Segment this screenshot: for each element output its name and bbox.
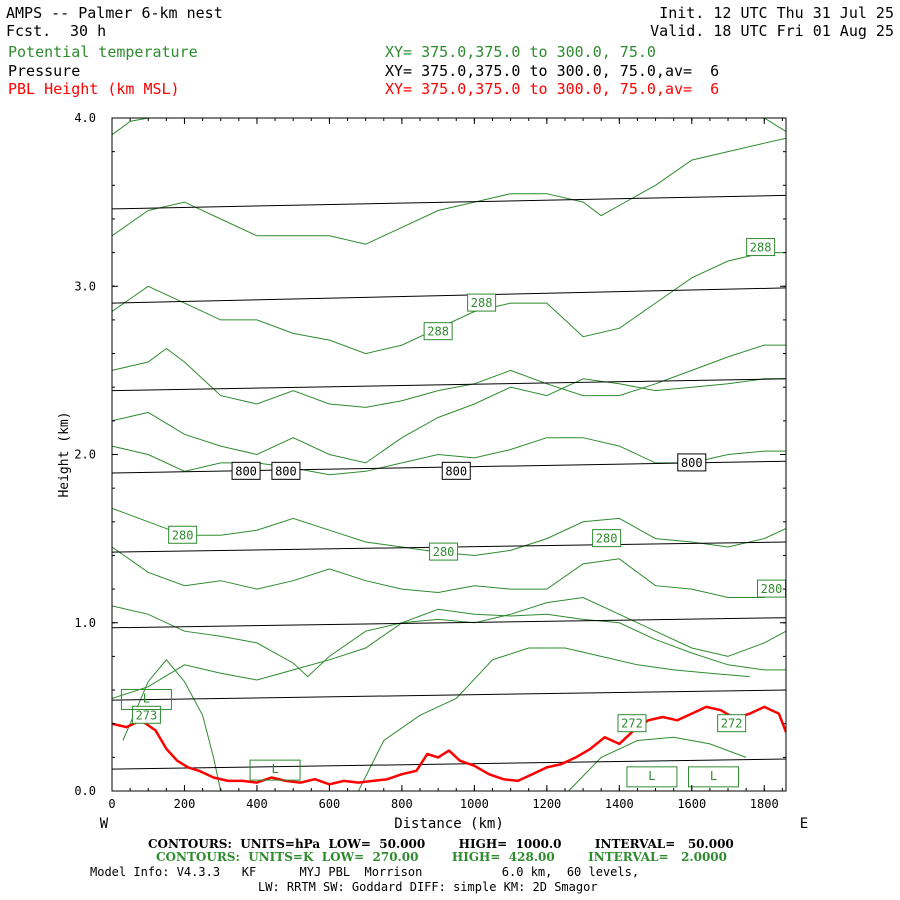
x-tick-label-0: 0 bbox=[108, 797, 115, 811]
theta-label-3-box bbox=[168, 525, 198, 544]
pressure-contour-info: CONTOURS: UNITS=hPa LOW= 50.000 HIGH= 10… bbox=[148, 837, 734, 851]
theta-label-7-box bbox=[617, 714, 647, 733]
y-tick-label-2: 2.0 bbox=[74, 448, 96, 462]
init-time: Init. 12 UTC Thu 31 Jul 25 bbox=[659, 4, 894, 22]
theta-low-contour-1 bbox=[357, 647, 750, 791]
theta-contour-1 bbox=[112, 596, 786, 678]
theta-contour-info: CONTOURS: UNITS=K LOW= 270.00 HIGH= 428.… bbox=[156, 850, 727, 864]
forecast-label: Fcst. bbox=[6, 22, 52, 40]
pressure-label-1: 800 bbox=[275, 464, 297, 478]
theta-contour-8 bbox=[112, 137, 786, 245]
model-physics: LW: RRTM SW: Goddard DIFF: simple KM: 2D… bbox=[258, 880, 598, 894]
theta-label-4: 280 bbox=[433, 545, 455, 559]
theta-label-2: 288 bbox=[427, 325, 449, 339]
x-tick-label-8: 1600 bbox=[677, 797, 706, 811]
x-tick-label-2: 400 bbox=[246, 797, 268, 811]
theta-contour-0 bbox=[112, 608, 786, 699]
theta-label-4-box bbox=[429, 542, 459, 561]
low-label-1: L bbox=[271, 762, 278, 776]
x-tick-label-5: 1000 bbox=[460, 797, 489, 811]
low-label-3: L bbox=[710, 769, 717, 783]
pressure-contours bbox=[112, 194, 786, 770]
theta-label-2-box bbox=[423, 322, 453, 341]
theta-label-8-box bbox=[717, 714, 747, 733]
theta-contour-6 bbox=[112, 344, 786, 408]
pressure-label-2-box bbox=[441, 461, 471, 480]
y-tick-label-4: 4.0 bbox=[74, 111, 96, 125]
x-tick-label-3: 600 bbox=[319, 797, 341, 811]
x-tick-label-7: 1400 bbox=[605, 797, 634, 811]
field-pbl-xy: XY= 375.0,375.0 to 300.0, 75.0,av= 6 bbox=[385, 80, 720, 98]
pressure-contour-1 bbox=[112, 689, 786, 701]
low-label-1-box bbox=[249, 759, 301, 781]
field-theta-label: Potential temperature bbox=[8, 43, 198, 61]
x-axis-label: Distance (km) bbox=[394, 816, 504, 832]
x-tick-label-6: 1200 bbox=[532, 797, 561, 811]
pressure-label-3: 800 bbox=[681, 456, 703, 470]
pbl-height-line bbox=[112, 705, 786, 786]
pbl-series bbox=[112, 705, 786, 786]
page-title: AMPS -- Palmer 6-km nest bbox=[6, 4, 223, 22]
pressure-label-1-box bbox=[271, 461, 301, 480]
theta-low-contour-0 bbox=[122, 659, 222, 791]
theta-contour-2 bbox=[112, 546, 786, 598]
theta-label-8: 272 bbox=[721, 717, 743, 731]
y-tick-label-0: 0.0 bbox=[74, 784, 96, 798]
pressure-contour-0 bbox=[112, 758, 786, 770]
theta-contours bbox=[112, 118, 786, 791]
theta-label-7: 272 bbox=[621, 717, 643, 731]
theta-label-9-box bbox=[131, 705, 161, 724]
low-label-3-box bbox=[688, 766, 740, 788]
west-label: W bbox=[100, 816, 109, 832]
field-theta-xy: XY= 375.0,375.0 to 300.0, 75.0 bbox=[385, 43, 656, 61]
theta-label-1-box bbox=[467, 293, 497, 312]
axes: 0 200 400 600 800 1000 1200 1400 1600 1800 0.0 1.0 2… bbox=[74, 111, 786, 811]
y-tick-label-1: 1.0 bbox=[74, 616, 96, 630]
x-tick-label-1: 200 bbox=[174, 797, 196, 811]
x-tick-label-9: 1800 bbox=[750, 797, 779, 811]
theta-label-5-box bbox=[592, 529, 622, 548]
pressure-label-3-box bbox=[677, 453, 707, 472]
model-info: Model Info: V4.3.3 KF MYJ PBL Morrison 6… bbox=[90, 865, 640, 879]
y-axis-label: Height (km) bbox=[57, 411, 72, 497]
pressure-contour-5 bbox=[112, 378, 786, 392]
theta-label-6: 280 bbox=[761, 582, 783, 596]
theta-label-5: 280 bbox=[596, 532, 618, 546]
theta-label-1: 288 bbox=[471, 296, 493, 310]
theta-label-0: 288 bbox=[750, 241, 772, 255]
low-label-0: L bbox=[143, 691, 150, 705]
low-label-2: L bbox=[648, 769, 655, 783]
theta-contour-5 bbox=[112, 378, 786, 464]
y-tick-label-3: 3.0 bbox=[74, 279, 96, 293]
x-tick-label-4: 800 bbox=[391, 797, 413, 811]
pressure-label-0: 800 bbox=[235, 464, 257, 478]
field-pressure-label: Pressure bbox=[8, 62, 81, 80]
low-label-0-box bbox=[120, 688, 172, 710]
theta-label-3: 280 bbox=[172, 528, 194, 542]
theta-low-contour-2 bbox=[568, 736, 747, 791]
valid-time: Valid. 18 UTC Fri 01 Aug 25 bbox=[650, 22, 894, 40]
field-pressure-xy: XY= 375.0,375.0 to 300.0, 75.0,av= 6 bbox=[385, 62, 720, 80]
pressure-label-2: 800 bbox=[445, 464, 467, 478]
pressure-contour-2 bbox=[112, 617, 786, 629]
east-label: E bbox=[800, 816, 808, 832]
theta-label-0-box bbox=[746, 238, 776, 257]
pressure-contour-6 bbox=[112, 287, 786, 304]
theta-contour-9 bbox=[112, 118, 786, 136]
low-label-2-box bbox=[626, 766, 678, 788]
forecast-hour: 30 h bbox=[70, 22, 107, 40]
pressure-label-0-box bbox=[231, 461, 261, 480]
pressure-contour-7 bbox=[112, 194, 786, 210]
contour-labels: 800 800 800 800 288 288 288 280 280 280 280 272 272 2… bbox=[120, 238, 787, 788]
field-pbl-label: PBL Height (km MSL) bbox=[8, 80, 180, 98]
theta-label-9: 273 bbox=[136, 708, 158, 722]
